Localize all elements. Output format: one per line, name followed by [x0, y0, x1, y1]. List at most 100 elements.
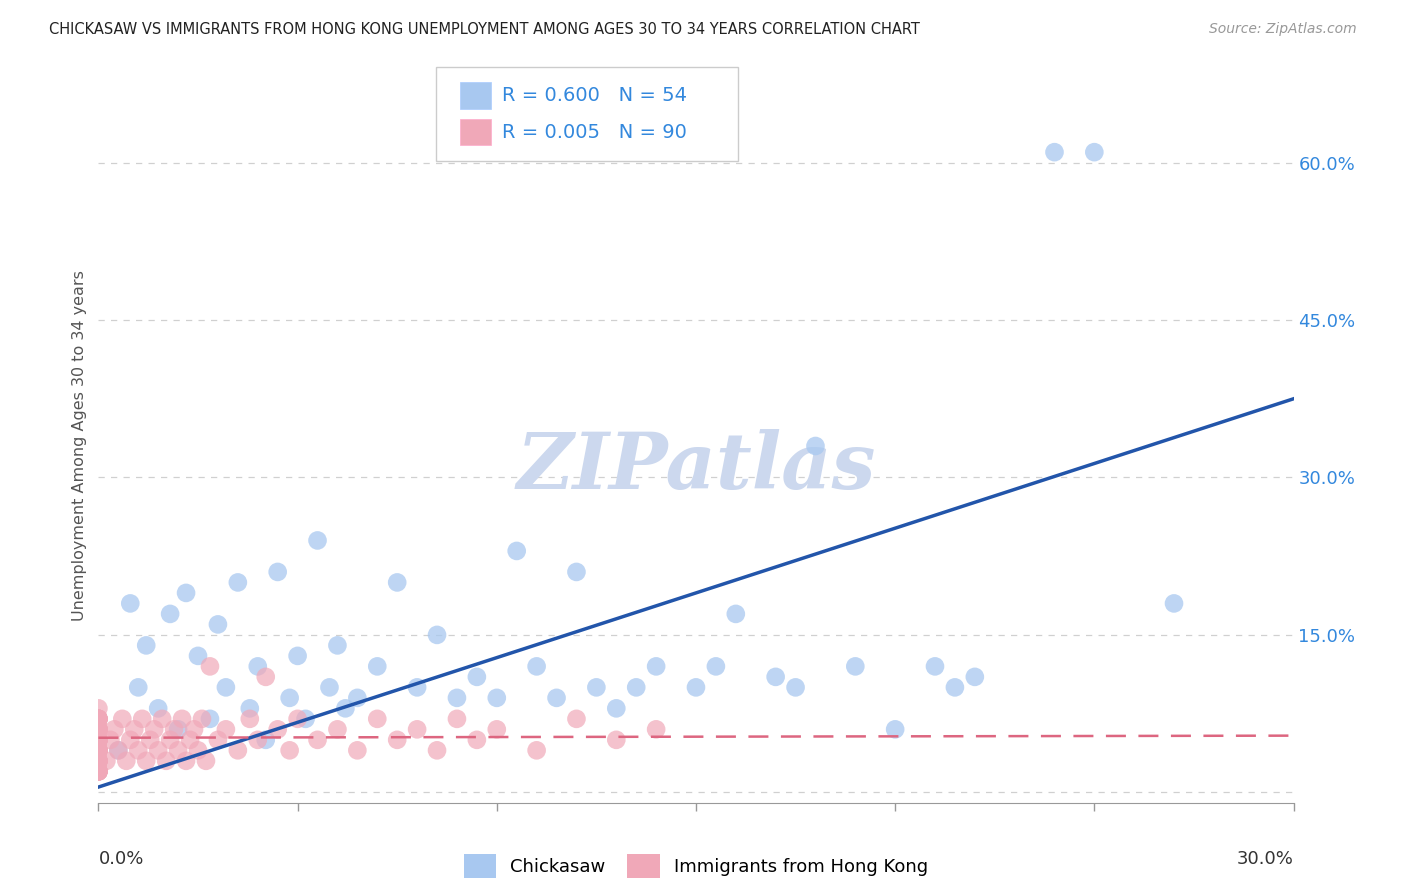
Point	[485, 690, 508, 705]
Point	[87, 743, 110, 757]
Point	[135, 639, 157, 653]
Point	[207, 617, 229, 632]
Point	[127, 743, 149, 757]
Point	[111, 712, 134, 726]
Point	[366, 712, 388, 726]
Text: 30.0%: 30.0%	[1237, 850, 1294, 868]
Point	[198, 712, 221, 726]
Point	[87, 732, 110, 747]
Point	[103, 723, 125, 737]
Point	[155, 754, 177, 768]
Point	[485, 723, 508, 737]
Point	[87, 723, 110, 737]
Point	[87, 754, 110, 768]
Point	[335, 701, 357, 715]
Point	[704, 659, 727, 673]
Point	[87, 723, 110, 737]
Point	[254, 670, 277, 684]
Point	[685, 681, 707, 695]
Point	[135, 754, 157, 768]
Point	[87, 732, 110, 747]
Point	[131, 712, 153, 726]
Text: CHICKASAW VS IMMIGRANTS FROM HONG KONG UNEMPLOYMENT AMONG AGES 30 TO 34 YEARS CO: CHICKASAW VS IMMIGRANTS FROM HONG KONG U…	[49, 22, 920, 37]
Point	[785, 681, 807, 695]
Point	[426, 628, 449, 642]
Point	[107, 743, 129, 757]
Point	[87, 723, 110, 737]
Point	[605, 732, 627, 747]
Point	[267, 565, 290, 579]
Point	[215, 723, 238, 737]
Point	[174, 754, 197, 768]
Point	[239, 712, 262, 726]
Point	[526, 659, 548, 673]
Point	[87, 764, 110, 779]
Point	[87, 723, 110, 737]
Point	[804, 439, 827, 453]
Point	[246, 732, 269, 747]
Point	[1163, 596, 1185, 610]
Point	[446, 712, 468, 726]
Point	[1083, 145, 1105, 160]
Point	[167, 723, 190, 737]
Legend: Chickasaw, Immigrants from Hong Kong: Chickasaw, Immigrants from Hong Kong	[454, 846, 938, 887]
Point	[318, 681, 340, 695]
Point	[87, 743, 110, 757]
Point	[87, 743, 110, 757]
Point	[465, 670, 488, 684]
Point	[167, 743, 190, 757]
Point	[179, 732, 201, 747]
Point	[87, 754, 110, 768]
Point	[1043, 145, 1066, 160]
Point	[215, 681, 238, 695]
Point	[96, 754, 118, 768]
Point	[585, 681, 607, 695]
Point	[287, 712, 309, 726]
Point	[724, 607, 747, 621]
Point	[294, 712, 316, 726]
Point	[426, 743, 449, 757]
Point	[87, 754, 110, 768]
Point	[87, 732, 110, 747]
Point	[963, 670, 986, 684]
Point	[326, 723, 349, 737]
Point	[87, 723, 110, 737]
Point	[87, 764, 110, 779]
Point	[195, 754, 218, 768]
Point	[163, 723, 186, 737]
Point	[406, 681, 429, 695]
Point	[87, 701, 110, 715]
Point	[107, 743, 129, 757]
Point	[148, 743, 170, 757]
Point	[406, 723, 429, 737]
Point	[307, 533, 329, 548]
Point	[87, 764, 110, 779]
Point	[87, 754, 110, 768]
Point	[87, 764, 110, 779]
Point	[87, 743, 110, 757]
Point	[546, 690, 568, 705]
Point	[565, 712, 588, 726]
Point	[183, 723, 205, 737]
Point	[87, 732, 110, 747]
Point	[87, 723, 110, 737]
Point	[87, 743, 110, 757]
Point	[446, 690, 468, 705]
Point	[87, 712, 110, 726]
Point	[605, 701, 627, 715]
Point	[526, 743, 548, 757]
Point	[385, 732, 409, 747]
Point	[87, 764, 110, 779]
Point	[87, 712, 110, 726]
Point	[143, 723, 166, 737]
Point	[87, 723, 110, 737]
Point	[87, 712, 110, 726]
Point	[465, 732, 488, 747]
Point	[115, 754, 138, 768]
Text: Source: ZipAtlas.com: Source: ZipAtlas.com	[1209, 22, 1357, 37]
Point	[124, 723, 146, 737]
Point	[87, 732, 110, 747]
Y-axis label: Unemployment Among Ages 30 to 34 years: Unemployment Among Ages 30 to 34 years	[72, 270, 87, 622]
Point	[765, 670, 787, 684]
Point	[174, 586, 197, 600]
